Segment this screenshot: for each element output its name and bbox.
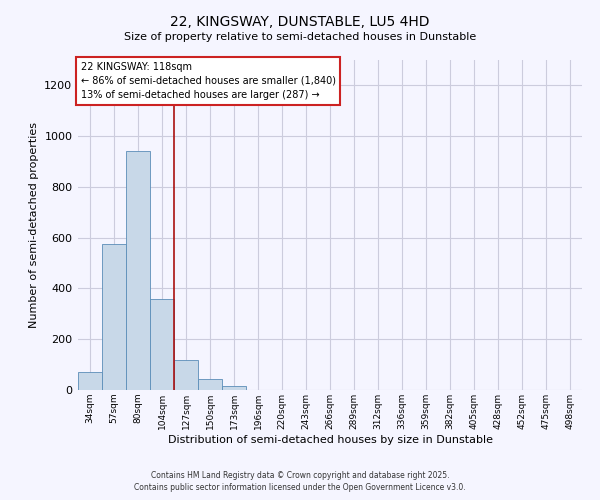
Bar bbox=[223, 386, 245, 390]
Bar bbox=[151, 298, 173, 390]
Text: Size of property relative to semi-detached houses in Dunstable: Size of property relative to semi-detach… bbox=[124, 32, 476, 42]
Bar bbox=[175, 360, 197, 390]
X-axis label: Distribution of semi-detached houses by size in Dunstable: Distribution of semi-detached houses by … bbox=[167, 434, 493, 444]
Bar bbox=[79, 372, 101, 390]
Text: Contains HM Land Registry data © Crown copyright and database right 2025.
Contai: Contains HM Land Registry data © Crown c… bbox=[134, 471, 466, 492]
Bar bbox=[127, 152, 149, 390]
Bar bbox=[103, 244, 125, 390]
Text: 22, KINGSWAY, DUNSTABLE, LU5 4HD: 22, KINGSWAY, DUNSTABLE, LU5 4HD bbox=[170, 15, 430, 29]
Y-axis label: Number of semi-detached properties: Number of semi-detached properties bbox=[29, 122, 39, 328]
Text: 22 KINGSWAY: 118sqm
← 86% of semi-detached houses are smaller (1,840)
13% of sem: 22 KINGSWAY: 118sqm ← 86% of semi-detach… bbox=[80, 62, 335, 100]
Bar bbox=[199, 379, 221, 390]
